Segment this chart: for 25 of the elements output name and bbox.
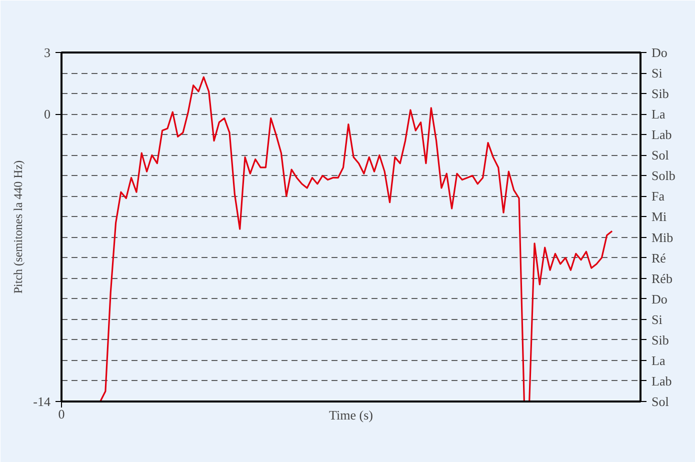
text: Lab xyxy=(652,373,672,388)
line-series xyxy=(99,76,613,402)
y-tick-label: 0 xyxy=(44,106,50,122)
text: Sib xyxy=(652,332,669,348)
text: La xyxy=(652,106,666,122)
text: Solb xyxy=(652,168,676,184)
text: Lab xyxy=(652,127,672,142)
text: 0 xyxy=(58,406,65,422)
text: Fa xyxy=(652,188,665,204)
text: Sol xyxy=(652,394,670,409)
y-axis-title: Pitch (semitones la 440 Hz) xyxy=(11,160,26,294)
y-tick-label: 3 xyxy=(44,45,50,60)
text: Ré xyxy=(652,250,666,266)
text: Si xyxy=(652,66,663,81)
y-tick-label: -14 xyxy=(33,394,51,409)
text: Sib xyxy=(652,86,669,102)
text: Sol xyxy=(652,148,670,163)
text: La xyxy=(652,352,666,368)
text: Do xyxy=(652,45,668,60)
text: Mi xyxy=(652,209,668,224)
text: Réb xyxy=(652,270,672,286)
x-axis-title: Time (s) xyxy=(329,408,373,422)
text: Mib xyxy=(652,230,674,245)
text: Do xyxy=(652,291,668,306)
text: Si xyxy=(652,312,663,327)
